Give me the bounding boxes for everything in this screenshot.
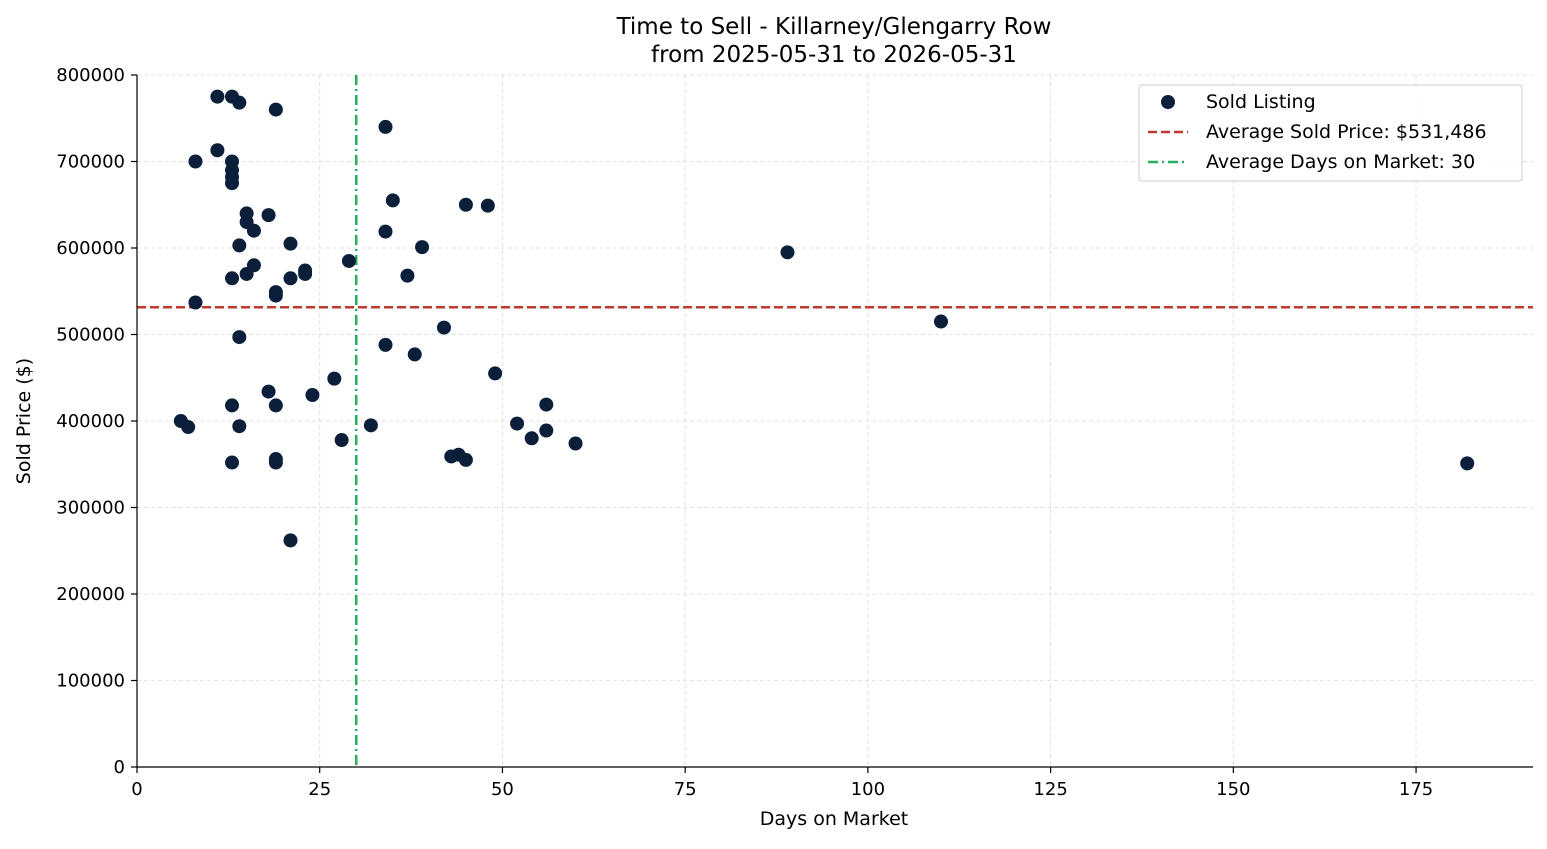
data-point [378, 119, 393, 134]
data-point [239, 266, 254, 281]
data-points [173, 89, 1475, 548]
data-point [225, 176, 240, 191]
x-tick-label: 100 [851, 779, 885, 800]
data-point [283, 236, 298, 251]
data-point [780, 245, 795, 260]
y-tick-label: 600000 [56, 238, 125, 259]
data-point [488, 366, 503, 381]
data-point [341, 253, 356, 268]
axes: 0 25 50 75 100 125 150 175 0 100000 200000 300000 40… [56, 65, 1533, 800]
legend-marker-sold-listing [1161, 95, 1175, 109]
data-point [261, 384, 276, 399]
legend-label-sold-listing: Sold Listing [1206, 91, 1316, 113]
data-point [232, 419, 247, 434]
data-point [246, 223, 261, 238]
data-point [261, 208, 276, 223]
data-point [1460, 456, 1475, 471]
data-point [510, 416, 525, 431]
legend-label-average-price: Average Sold Price: $531,486 [1206, 121, 1487, 143]
data-point [539, 397, 554, 412]
data-point [298, 266, 313, 281]
y-tick-label: 0 [114, 757, 125, 778]
data-point [568, 436, 583, 451]
data-point [268, 398, 283, 413]
y-tick-label: 400000 [56, 411, 125, 432]
data-point [385, 193, 400, 208]
x-tick-label: 125 [1033, 779, 1067, 800]
y-tick-label: 500000 [56, 325, 125, 346]
x-tick-label: 150 [1216, 779, 1250, 800]
y-tick-label: 100000 [56, 671, 125, 692]
x-tick-label: 50 [491, 779, 514, 800]
x-tick-label: 0 [131, 779, 142, 800]
data-point [444, 449, 459, 464]
legend-box [1138, 84, 1523, 182]
chart-subtitle: from 2025-05-31 to 2026-05-31 [651, 42, 1017, 68]
data-point [480, 198, 495, 213]
data-point [283, 533, 298, 548]
x-axis-label: Days on Market [760, 808, 908, 830]
chart-title: Time to Sell - Killarney/Glengarry Row [616, 14, 1052, 40]
data-point [188, 154, 203, 169]
data-point [524, 431, 539, 446]
y-tick-label: 800000 [56, 65, 125, 86]
data-point [415, 240, 430, 255]
reference-lines [137, 75, 1533, 767]
x-tick-label: 25 [308, 779, 331, 800]
legend: Sold Listing Average Sold Price: $531,48… [1138, 84, 1523, 182]
data-point [232, 238, 247, 253]
data-point [268, 102, 283, 117]
y-tick-label: 200000 [56, 584, 125, 605]
y-tick-label: 700000 [56, 152, 125, 173]
data-point [378, 224, 393, 239]
data-point [407, 347, 422, 362]
data-point [327, 371, 342, 386]
data-point [539, 423, 554, 438]
data-point [225, 455, 240, 470]
data-point [363, 418, 378, 433]
data-point [283, 271, 298, 286]
data-point [933, 314, 948, 329]
data-point [188, 295, 203, 310]
data-point [458, 197, 473, 212]
y-axis-label: Sold Price ($) [13, 358, 35, 484]
data-point [232, 95, 247, 110]
data-point [210, 143, 225, 158]
data-point [232, 330, 247, 345]
data-point [458, 452, 473, 467]
x-tick-label: 75 [674, 779, 697, 800]
data-point [225, 271, 240, 286]
data-point [181, 420, 196, 435]
data-point [210, 89, 225, 104]
data-point [268, 455, 283, 470]
x-tick-label: 175 [1399, 779, 1433, 800]
legend-label-average-days: Average Days on Market: 30 [1206, 151, 1475, 173]
data-point [225, 398, 240, 413]
data-point [268, 288, 283, 303]
data-point [378, 337, 393, 352]
data-point [400, 268, 415, 283]
y-tick-label: 300000 [56, 498, 125, 519]
data-point [436, 320, 451, 335]
data-point [334, 433, 349, 448]
data-point [305, 388, 320, 403]
